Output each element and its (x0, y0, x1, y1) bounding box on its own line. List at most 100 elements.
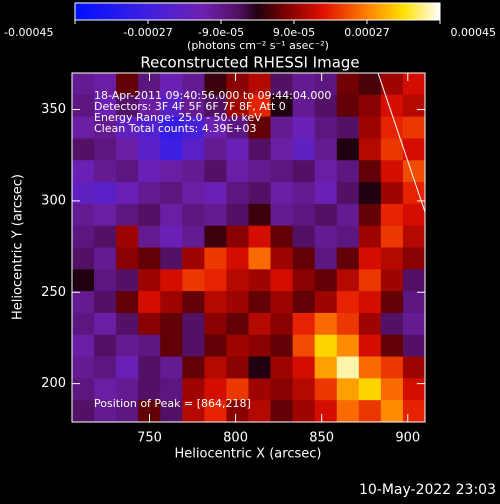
heatmap-cell (226, 291, 249, 314)
heatmap-cell (336, 160, 360, 183)
heatmap-cell (226, 356, 249, 379)
heatmap-cell (380, 94, 404, 118)
heatmap-cell (138, 116, 161, 139)
heatmap-cell (270, 269, 294, 292)
heatmap-cell (402, 356, 426, 379)
heatmap-cell (248, 116, 272, 139)
heatmap-cell (94, 291, 117, 314)
heatmap-cell (182, 334, 205, 358)
heatmap-cell (116, 203, 139, 227)
heatmap-cell (314, 291, 338, 314)
heatmap-cell (116, 378, 139, 401)
heatmap-cell (358, 225, 382, 248)
heatmap-cell (314, 73, 338, 96)
heatmap-cell (292, 94, 316, 118)
heatmap-cell (226, 312, 249, 336)
annotation: 18-Apr-2011 09:40:56.000 to 09:44:04.000 (94, 89, 331, 102)
heatmap-cell (116, 94, 139, 118)
heatmap-cell (160, 116, 183, 139)
heatmap-cell (292, 356, 316, 379)
heatmap-cell (270, 94, 294, 118)
heatmap-cell (314, 225, 338, 248)
heatmap-cell (204, 312, 227, 336)
heatmap-cell (292, 203, 316, 227)
heatmap-cell (270, 378, 294, 401)
heatmap-cell (314, 356, 338, 379)
heatmap-cell (380, 116, 404, 139)
heatmap-cell (116, 356, 139, 379)
heatmap-cell (160, 378, 183, 401)
heatmap-cell (204, 203, 227, 227)
heatmap-cell (226, 116, 249, 139)
heatmap-cell (182, 291, 205, 314)
heatmap-cell (336, 94, 360, 118)
heatmap-cell (160, 203, 183, 227)
heatmap-cell (72, 378, 95, 401)
heatmap-cell (204, 160, 227, 183)
heatmap-cell (204, 291, 227, 314)
heatmap-cell (380, 203, 404, 227)
heatmap-cell (358, 182, 382, 205)
heatmap-cell (248, 312, 272, 336)
heatmap-cell (358, 73, 382, 96)
heatmap-cell (160, 160, 183, 183)
heatmap-cell (358, 312, 382, 336)
heatmap-cell (380, 269, 404, 292)
heatmap-cell (182, 203, 205, 227)
heatmap-cell (358, 203, 382, 227)
colorbar-tick-label: 0.00045 (451, 26, 497, 39)
heatmap-cell (336, 247, 360, 270)
heatmap-cell (160, 73, 183, 96)
heatmap-cell (204, 269, 227, 292)
annotation: Detectors: 3F 4F 5F 6F 7F 8F, Att 0 (94, 100, 286, 113)
heatmap-cell (402, 94, 426, 118)
heatmap-cell (226, 247, 249, 270)
heatmap-cell (72, 116, 95, 139)
heatmap-cell (248, 225, 272, 248)
heatmap-cell (94, 356, 117, 379)
heatmap-cell (292, 225, 316, 248)
heatmap-cell (226, 400, 249, 423)
heatmap-cell (358, 356, 382, 379)
heatmap-cell (116, 116, 139, 139)
heatmap-cell (160, 247, 183, 270)
heatmap-cell (204, 73, 227, 96)
heatmap-cell (72, 312, 95, 336)
heatmap-cell (94, 116, 117, 139)
x-tick-label: 850 (309, 431, 334, 446)
heatmap-cell (226, 378, 249, 401)
heatmap-cell (402, 182, 426, 205)
solar-limb (377, 72, 426, 213)
heatmap-cell (336, 203, 360, 227)
heatmap-cell (182, 269, 205, 292)
heatmap-cell (402, 73, 426, 96)
heatmap-cell (138, 334, 161, 358)
heatmap-cell (380, 356, 404, 379)
heatmap-cell (94, 247, 117, 270)
heatmap-cell (226, 225, 249, 248)
heatmap-cell (314, 160, 338, 183)
heatmap-cell (270, 334, 294, 358)
heatmap-cell (72, 73, 95, 96)
heatmap-cell (182, 116, 205, 139)
heatmap-cell (116, 291, 139, 314)
heatmap-cell (182, 378, 205, 401)
heatmap-cell (292, 378, 316, 401)
heatmap-cell (72, 182, 95, 205)
heatmap-cell (160, 312, 183, 336)
heatmap-cell (380, 400, 404, 423)
heatmap-cell (314, 203, 338, 227)
heatmap-cell (314, 182, 338, 205)
heatmap-cell (160, 182, 183, 205)
colorbar-label: (photons cm⁻² s⁻¹ asec⁻²) (187, 39, 329, 52)
heatmap-cell (138, 203, 161, 227)
heatmap-cell (292, 334, 316, 358)
heatmap-cell (116, 312, 139, 336)
heatmap-cell (72, 160, 95, 183)
heatmap-cell (248, 203, 272, 227)
heatmap-cell (314, 269, 338, 292)
heatmap-cell (182, 247, 205, 270)
heatmap-cell (358, 138, 382, 161)
heatmap-cell (182, 94, 205, 118)
heatmap-cell (204, 182, 227, 205)
